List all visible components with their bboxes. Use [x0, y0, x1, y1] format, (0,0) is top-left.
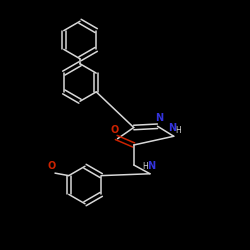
Text: N: N — [147, 161, 155, 171]
Text: N: N — [155, 113, 163, 123]
Text: O: O — [110, 125, 118, 135]
Text: H: H — [176, 126, 181, 135]
Text: H: H — [142, 162, 148, 171]
Text: N: N — [168, 123, 176, 133]
Text: O: O — [47, 161, 56, 171]
